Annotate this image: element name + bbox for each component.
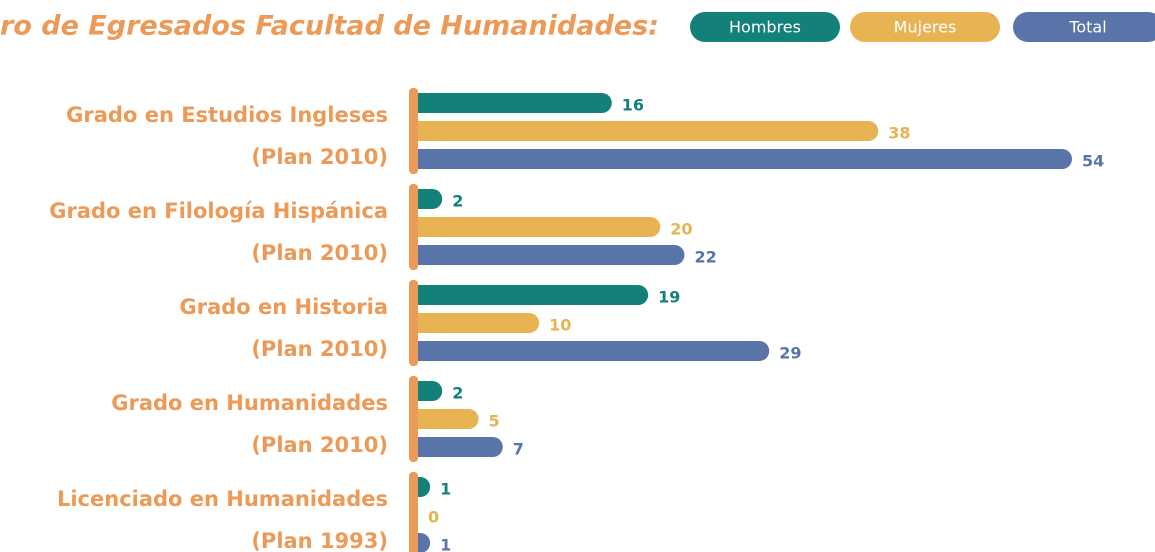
value-label: 16 xyxy=(622,96,644,115)
category-label: (Plan 2010) xyxy=(251,433,388,457)
value-label: 1 xyxy=(440,480,451,499)
group-separator xyxy=(409,280,418,366)
legend-swatch xyxy=(690,12,840,42)
legend-label: Hombres xyxy=(729,18,801,37)
bar xyxy=(418,217,661,237)
legend-label: Mujeres xyxy=(894,18,957,37)
bar xyxy=(418,93,612,113)
group-separator xyxy=(409,472,418,552)
category-label: (Plan 2010) xyxy=(251,241,388,265)
bar xyxy=(418,477,431,497)
value-label: 10 xyxy=(549,316,571,335)
legend-swatch xyxy=(1013,12,1155,42)
bar xyxy=(418,121,879,141)
value-label: 2 xyxy=(452,192,463,211)
legend-swatch xyxy=(850,12,1000,42)
category-label: Grado en Estudios Ingleses xyxy=(66,103,388,127)
value-label: 1 xyxy=(440,536,451,552)
value-label: 22 xyxy=(694,248,716,267)
bar xyxy=(418,533,431,552)
category-label: Grado en Filología Hispánica xyxy=(49,199,388,223)
chart-title: ro de Egresados Facultad de Humanidades: xyxy=(0,11,659,42)
value-label: 5 xyxy=(489,412,500,431)
value-label: 38 xyxy=(888,124,910,143)
group-separator xyxy=(409,88,418,174)
value-label: 29 xyxy=(779,344,801,363)
bar xyxy=(418,189,443,209)
bar xyxy=(418,149,1072,169)
value-label: 19 xyxy=(658,288,680,307)
bar xyxy=(418,341,770,362)
category-label: Grado en Humanidades xyxy=(111,391,388,415)
bar xyxy=(418,437,503,457)
value-label: 0 xyxy=(428,508,439,527)
bar xyxy=(418,245,685,265)
legend-label: Total xyxy=(1068,18,1106,37)
bar xyxy=(418,285,649,305)
value-label: 20 xyxy=(670,220,692,239)
value-label: 7 xyxy=(513,440,524,459)
category-label: (Plan 2010) xyxy=(251,145,388,169)
bar xyxy=(418,409,479,429)
category-label: Licenciado en Humanidades xyxy=(57,487,388,511)
group-separator xyxy=(409,376,418,462)
category-label: (Plan 1993) xyxy=(251,529,388,552)
value-label: 2 xyxy=(452,384,463,403)
bar xyxy=(418,381,443,401)
value-label: 54 xyxy=(1082,152,1104,171)
bar xyxy=(418,313,540,333)
category-label: (Plan 2010) xyxy=(251,337,388,361)
group-separator xyxy=(409,184,418,270)
category-label: Grado en Historia xyxy=(179,295,388,319)
